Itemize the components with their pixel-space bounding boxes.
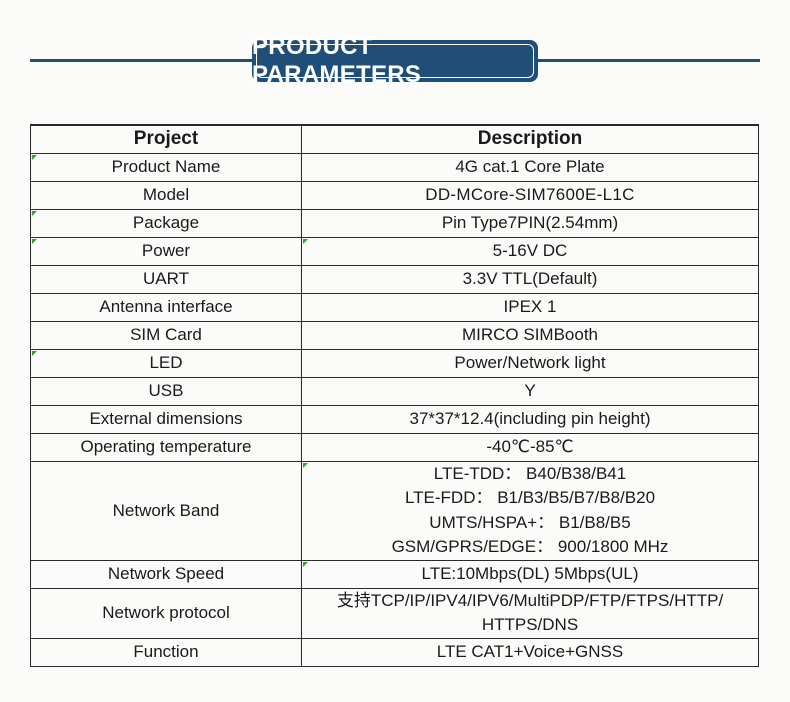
- banner-tab: PRODUCT PARAMETERS: [252, 33, 538, 88]
- row-label: Antenna interface: [30, 292, 302, 322]
- row-label: Package: [30, 208, 302, 238]
- row-value: LTE-TDD： B40/B38/B41 LTE-FDD： B1/B3/B5/B…: [301, 460, 759, 561]
- band-line: GSM/GPRS/EDGE： 900/1800 MHz: [391, 537, 669, 556]
- row-value: 37*37*12.4(including pin height): [301, 404, 759, 434]
- table-row: Product Name 4G cat.1 Core Plate: [30, 152, 759, 182]
- header-project: Project: [30, 124, 302, 154]
- row-value: LTE:10Mbps(DL) 5Mbps(UL): [301, 559, 759, 589]
- table-row: UART 3.3V TTL(Default): [30, 264, 759, 294]
- row-value: 5-16V DC: [301, 236, 759, 266]
- row-value: IPEX 1: [301, 292, 759, 322]
- band-line: UMTS/HSPA+： B1/B8/B5: [429, 512, 631, 532]
- row-label: Power: [30, 236, 302, 266]
- row-label: External dimensions: [30, 404, 302, 434]
- table-row: SIM Card MIRCO SIMBooth: [30, 320, 759, 350]
- section-banner: PRODUCT PARAMETERS: [0, 0, 790, 110]
- banner-rule-left: [30, 59, 256, 62]
- table-row: Operating temperature -40℃-85℃: [30, 432, 759, 462]
- row-value: DD-MCore-SIM7600E-L1C: [301, 180, 759, 210]
- table-row: Network Speed LTE:10Mbps(DL) 5Mbps(UL): [30, 559, 759, 589]
- protocol-line: 支持TCP/IP/IPV4/IPV6/MultiPDP/FTP/FTPS/HTT…: [336, 591, 724, 610]
- table-row: Network protocol 支持TCP/IP/IPV4/IPV6/Mult…: [30, 587, 759, 639]
- table-row: Package Pin Type7PIN(2.54mm): [30, 208, 759, 238]
- row-label: Operating temperature: [30, 432, 302, 462]
- header-description: Description: [301, 124, 759, 154]
- protocol-line: HTTPS/DNS: [481, 615, 579, 634]
- row-label: LED: [30, 348, 302, 378]
- row-label: UART: [30, 264, 302, 294]
- table-row: USB Y: [30, 376, 759, 406]
- row-label: SIM Card: [30, 320, 302, 350]
- band-line: LTE-TDD： B40/B38/B41: [433, 463, 627, 483]
- table-row: Antenna interface IPEX 1: [30, 292, 759, 322]
- banner-title: PRODUCT PARAMETERS: [252, 33, 422, 88]
- table-row: Network Band LTE-TDD： B40/B38/B41 LTE-FD…: [30, 460, 759, 561]
- row-label: Function: [30, 637, 302, 667]
- banner-rule-right: [534, 59, 760, 62]
- table-row: External dimensions 37*37*12.4(including…: [30, 404, 759, 434]
- row-value: Pin Type7PIN(2.54mm): [301, 208, 759, 238]
- table-header-row: Project Description: [30, 124, 759, 154]
- table-row: Function LTE CAT1+Voice+GNSS: [30, 637, 759, 667]
- row-label: Network protocol: [30, 587, 302, 639]
- row-value: Y: [301, 376, 759, 406]
- row-value: -40℃-85℃: [301, 432, 759, 462]
- row-value: LTE CAT1+Voice+GNSS: [301, 637, 759, 667]
- row-label: Product Name: [30, 152, 302, 182]
- row-value: Power/Network light: [301, 348, 759, 378]
- row-value: MIRCO SIMBooth: [301, 320, 759, 350]
- row-value: 3.3V TTL(Default): [301, 264, 759, 294]
- row-value: 4G cat.1 Core Plate: [301, 152, 759, 182]
- table-row: Model DD-MCore-SIM7600E-L1C: [30, 180, 759, 210]
- row-label: Network Band: [30, 460, 302, 561]
- table-row: LED Power/Network light: [30, 348, 759, 378]
- table-row: Power 5-16V DC: [30, 236, 759, 266]
- row-label: Model: [30, 180, 302, 210]
- row-label: USB: [30, 376, 302, 406]
- row-label: Network Speed: [30, 559, 302, 589]
- row-value: 支持TCP/IP/IPV4/IPV6/MultiPDP/FTP/FTPS/HTT…: [301, 587, 759, 639]
- band-line: LTE-FDD： B1/B3/B5/B7/B8/B20: [404, 488, 656, 507]
- parameters-table: Project Description Product Name 4G cat.…: [30, 124, 759, 667]
